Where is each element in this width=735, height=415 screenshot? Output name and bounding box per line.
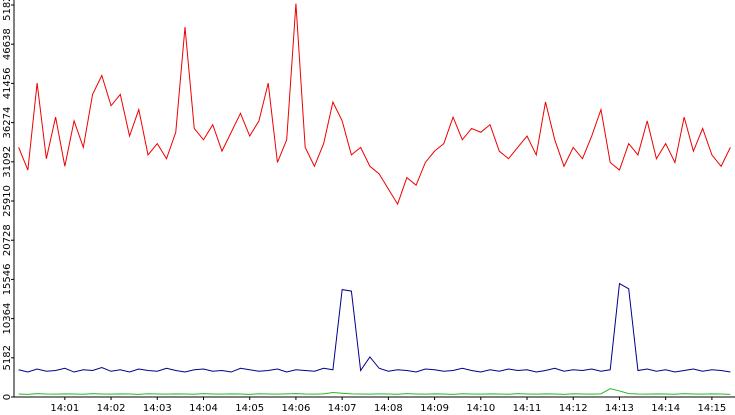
y-tick-label: 36274 bbox=[2, 107, 13, 139]
x-tick-label: 14:10 bbox=[466, 403, 495, 414]
y-tick-label: 5182 bbox=[2, 345, 13, 370]
y-tick-label: 31092 bbox=[2, 146, 13, 178]
y-tick-label: 46638 bbox=[2, 28, 13, 60]
x-tick-label: 14:06 bbox=[282, 403, 311, 414]
y-tick-label: 41456 bbox=[2, 67, 13, 99]
x-tick-label: 14:01 bbox=[50, 403, 79, 414]
y-tick-label: 51820 bbox=[2, 0, 13, 21]
x-tick-label: 14:14 bbox=[651, 403, 680, 414]
y-tick-label: 20728 bbox=[2, 224, 13, 256]
x-tick-label: 14:11 bbox=[513, 403, 542, 414]
y-tick-label: 25910 bbox=[2, 185, 13, 217]
x-tick-label: 14:05 bbox=[235, 403, 264, 414]
x-tick-label: 14:03 bbox=[143, 403, 172, 414]
y-tick-label: 0 bbox=[2, 394, 13, 400]
series-line bbox=[18, 3, 731, 206]
y-tick-label: 10364 bbox=[2, 303, 13, 335]
series-line bbox=[18, 282, 731, 373]
x-tick-label: 14:02 bbox=[97, 403, 126, 414]
y-tick-label: 15546 bbox=[2, 263, 13, 295]
x-tick-label: 14:12 bbox=[559, 403, 588, 414]
x-tick-label: 14:08 bbox=[374, 403, 403, 414]
x-tick-label: 14:09 bbox=[420, 403, 449, 414]
x-tick-label: 14:04 bbox=[189, 403, 218, 414]
series-line bbox=[18, 388, 731, 395]
x-tick-label: 14:07 bbox=[328, 403, 357, 414]
x-tick-label: 14:15 bbox=[697, 403, 726, 414]
x-tick-label: 14:13 bbox=[605, 403, 634, 414]
